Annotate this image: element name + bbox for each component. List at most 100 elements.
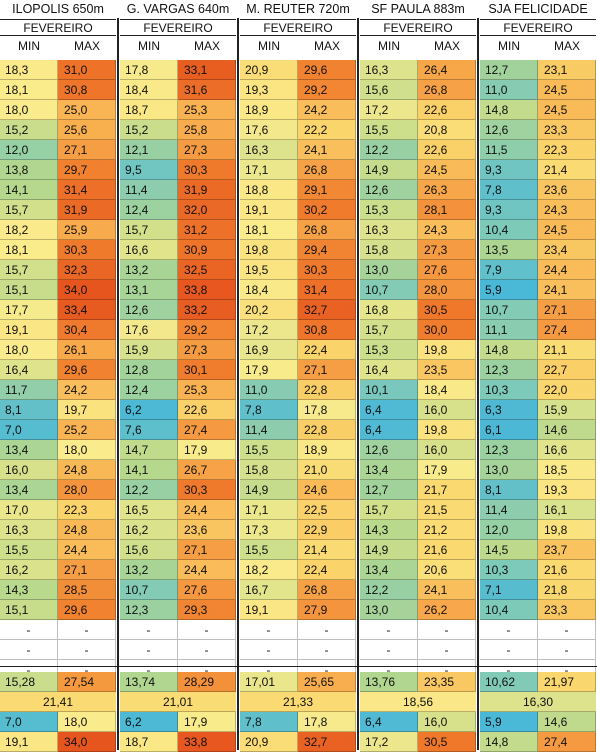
min-header: MIN: [18, 39, 40, 53]
min-temp-cell: 10,7: [360, 280, 418, 300]
max-temp-cell: 28,5: [58, 580, 116, 600]
min-temp-cell: 13,2: [120, 260, 178, 280]
max-temp-cell: 27,1: [58, 560, 116, 580]
max-temp-cell: -: [58, 640, 116, 660]
max-temp-cell: 27,6: [418, 260, 476, 280]
max-temp-cell: -: [298, 640, 356, 660]
lowest-max-cell: 16,0: [418, 712, 476, 732]
max-temp-cell: 25,8: [178, 120, 236, 140]
max-temp-cell: 24,5: [538, 100, 596, 120]
min-temp-cell: 18,0: [0, 100, 58, 120]
max-temp-cell: 18,4: [418, 380, 476, 400]
avg-min-cell: 10,62: [480, 672, 538, 692]
max-temp-cell: 30,3: [298, 260, 356, 280]
max-temp-cell: 21,4: [538, 160, 596, 180]
min-temp-cell: 18,3: [0, 60, 58, 80]
max-temp-cell: 25,3: [178, 100, 236, 120]
max-temp-cell: 31,2: [178, 220, 236, 240]
station-column: SJA FELICIDADE FEVEREIRO MIN MAX 12,7 23,1 11,…: [480, 0, 596, 752]
highest-max-cell: 34,0: [58, 732, 116, 752]
min-temp-cell: -: [120, 620, 178, 640]
max-temp-cell: 27,1: [58, 140, 116, 160]
lowest-min-cell: 5,9: [480, 712, 538, 732]
max-temp-cell: 29,6: [58, 600, 116, 620]
min-temp-cell: 5,9: [480, 280, 538, 300]
max-temp-cell: 26,4: [418, 60, 476, 80]
min-temp-cell: 14,8: [480, 100, 538, 120]
month-label: FEVEREIRO: [240, 19, 356, 36]
station-column: M. REUTER 720m FEVEREIRO MIN MAX 20,9 29,6 19,…: [240, 0, 356, 752]
min-temp-cell: -: [240, 620, 298, 640]
min-temp-cell: 12,6: [480, 120, 538, 140]
max-temp-cell: 31,4: [298, 280, 356, 300]
min-temp-cell: 16,0: [0, 460, 58, 480]
max-temp-cell: 27,3: [178, 140, 236, 160]
max-temp-cell: 23,6: [538, 180, 596, 200]
max-temp-cell: 26,1: [58, 340, 116, 360]
highest-min-cell: 14,8: [480, 732, 538, 752]
max-temp-cell: 24,5: [538, 220, 596, 240]
max-temp-cell: 24,2: [298, 100, 356, 120]
max-temp-cell: 27,1: [298, 360, 356, 380]
min-temp-cell: -: [120, 640, 178, 660]
highest-max-cell: 27,4: [538, 732, 596, 752]
max-temp-cell: 24,8: [58, 460, 116, 480]
lowest-min-cell: 7,0: [0, 712, 58, 732]
min-temp-cell: 16,6: [120, 240, 178, 260]
max-temp-cell: 24,8: [58, 520, 116, 540]
min-temp-cell: 17,8: [120, 60, 178, 80]
min-temp-cell: 13,0: [360, 600, 418, 620]
max-temp-cell: 30,8: [298, 320, 356, 340]
max-temp-cell: 16,0: [418, 400, 476, 420]
min-temp-cell: 13,4: [360, 460, 418, 480]
min-temp-cell: 15,1: [0, 280, 58, 300]
min-temp-cell: 12,8: [120, 360, 178, 380]
min-temp-cell: 7,8: [480, 180, 538, 200]
min-temp-cell: 19,3: [240, 80, 298, 100]
max-temp-cell: 30,0: [418, 320, 476, 340]
max-temp-cell: 28,0: [58, 480, 116, 500]
max-temp-cell: 30,9: [178, 240, 236, 260]
max-temp-cell: 18,5: [538, 460, 596, 480]
max-temp-cell: 23,6: [178, 520, 236, 540]
max-temp-cell: 31,4: [58, 180, 116, 200]
max-header: MAX: [193, 39, 220, 53]
max-temp-cell: 27,1: [178, 540, 236, 560]
max-temp-cell: 28,0: [418, 280, 476, 300]
max-temp-cell: -: [418, 640, 476, 660]
min-temp-cell: 18,2: [240, 560, 298, 580]
max-temp-cell: 27,3: [178, 340, 236, 360]
min-temp-cell: 6,3: [480, 400, 538, 420]
min-temp-cell: 13,0: [360, 260, 418, 280]
min-temp-cell: 14,3: [360, 520, 418, 540]
summary-divider: [0, 666, 597, 667]
max-temp-cell: 19,8: [538, 520, 596, 540]
station-name: ILOPOLIS 650m: [12, 2, 104, 16]
min-temp-cell: -: [480, 640, 538, 660]
min-temp-cell: 14,7: [120, 440, 178, 460]
avg-max-cell: 23,35: [418, 672, 476, 692]
max-temp-cell: 33,4: [58, 300, 116, 320]
avg-min-cell: 13,74: [120, 672, 178, 692]
max-temp-cell: 21,8: [538, 580, 596, 600]
max-temp-cell: 33,8: [178, 280, 236, 300]
min-temp-cell: 11,4: [240, 420, 298, 440]
max-temp-cell: 25,9: [58, 220, 116, 240]
avg-min-cell: 15,28: [0, 672, 58, 692]
max-temp-cell: 32,3: [58, 260, 116, 280]
min-temp-cell: 14,8: [480, 340, 538, 360]
min-temp-cell: 9,3: [480, 160, 538, 180]
max-temp-cell: 22,7: [538, 360, 596, 380]
max-temp-cell: 22,8: [298, 420, 356, 440]
min-temp-cell: -: [360, 640, 418, 660]
min-temp-cell: 10,7: [480, 300, 538, 320]
max-temp-cell: 28,1: [418, 200, 476, 220]
max-temp-cell: 22,5: [298, 500, 356, 520]
max-temp-cell: 24,5: [418, 160, 476, 180]
max-temp-cell: 30,1: [178, 360, 236, 380]
min-temp-cell: 17,6: [120, 320, 178, 340]
max-temp-cell: 31,9: [178, 180, 236, 200]
min-temp-cell: 11,4: [480, 500, 538, 520]
max-temp-cell: 16,6: [538, 440, 596, 460]
min-header: MIN: [138, 39, 160, 53]
